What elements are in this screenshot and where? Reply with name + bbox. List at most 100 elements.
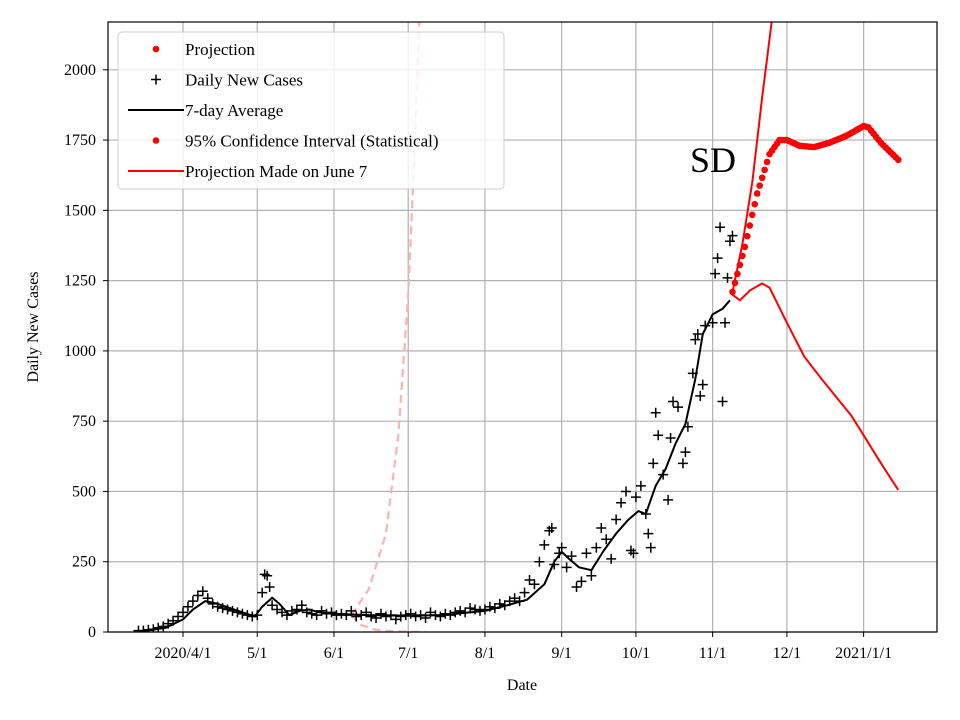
daily-case-marker [673,402,683,413]
daily-case-marker [635,480,646,491]
legend-label: Projection [185,40,255,59]
daily-case-marker [630,492,641,503]
daily-case-marker [722,272,733,283]
daily-case-marker [173,611,184,622]
y-tick-label: 500 [72,483,96,500]
x-tick-label: 10/1 [622,645,650,662]
daily-case-marker [596,522,607,533]
y-tick-label: 2000 [64,62,96,79]
projection-point [753,190,761,197]
daily-case-marker [539,539,550,550]
legend-plus-icon [151,74,161,85]
daily-case-marker [611,514,622,525]
daily-case-marker [182,601,193,612]
x-tick-label: 8/1 [475,645,495,662]
legend-label: Daily New Cases [185,71,303,90]
daily-case-marker [677,458,688,469]
daily-case-marker [724,236,735,247]
daily-case-marker [351,611,362,622]
daily-case-marker [680,447,691,458]
projection-point [731,279,739,287]
y-tick-label: 1500 [64,202,96,219]
daily-case-marker [645,542,656,553]
legend: Projection Daily New Cases 7-day Average 95… [117,31,505,190]
daily-case-marker [648,458,659,469]
daily-case-marker [643,528,654,539]
daily-case-marker [267,600,278,611]
daily-case-marker [591,542,602,553]
daily-case-marker [571,582,582,593]
daily-case-marker [663,494,674,505]
x-tick-label: 6/1 [324,645,344,662]
seven-day-average-line [138,299,731,632]
legend-dot-icon [152,137,160,144]
daily-case-marker [715,222,726,233]
legend-label: 7-day Average [185,101,283,120]
y-axis-label: Daily New Cases [25,271,42,382]
daily-case-marker [519,587,530,598]
x-tick-label: 5/1 [247,645,267,662]
daily-case-marker [178,607,188,618]
legend-dot-icon [152,45,160,53]
projection-point [741,243,749,251]
daily-case-marker [690,334,701,345]
daily-case-marker [566,551,577,562]
daily-case-marker [192,590,203,601]
x-tick-label: 2021/1/1 [835,645,892,662]
legend-box [117,31,505,190]
daily-case-marker [534,556,545,567]
y-axis-ticks: 0 250 500 750 1000 1250 1500 1750 2000 [64,62,108,641]
daily-case-marker [561,562,572,573]
daily-case-marker [653,430,664,441]
daily-case-marker [197,586,208,597]
projection-point [744,232,751,240]
daily-case-marker [222,604,233,615]
daily-case-marker [529,579,540,590]
daily-case-marker [697,379,708,390]
projection-point [758,174,766,182]
sd-annotation: SD [690,140,736,180]
x-tick-label: 7/1 [398,645,418,662]
x-tick-label: 2020/4/1 [155,645,212,662]
y-tick-label: 1750 [64,132,96,149]
daily-case-marker [331,610,342,621]
daily-case-marker [257,587,268,598]
daily-case-marker [668,396,679,407]
y-tick-label: 250 [72,554,96,571]
projection-point [761,166,768,174]
daily-case-marker [712,253,723,264]
daily-case-marker [720,317,731,328]
projection-point [763,158,771,166]
projection-point [748,211,756,219]
projection-point [751,200,759,208]
projection-point [894,156,902,164]
y-tick-label: 0 [88,624,96,641]
daily-case-marker [576,576,587,587]
daily-case-marker [262,570,273,581]
daily-case-marker [296,600,307,611]
projection-point [734,270,741,278]
daily-case-marker [665,433,676,444]
daily-case-marker [710,268,721,279]
daily-case-marker [546,522,557,533]
daily-case-marker [581,548,592,559]
daily-case-marker [692,329,703,340]
y-tick-label: 750 [72,413,96,430]
x-axis-ticks: 2020/4/1 5/1 6/1 7/1 8/1 9/1 10/1 11/1 12/1 2021/… [155,632,892,662]
daily-case-marker [621,486,632,497]
legend-label: 95% Confidence Interval (Statistical) [185,132,439,151]
daily-case-marker [586,570,597,581]
daily-case-marker [264,582,275,593]
y-tick-label: 1250 [64,273,96,290]
daily-case-marker [727,230,738,241]
daily-case-marker [650,407,661,418]
daily-case-marker [717,396,728,407]
daily-case-marker [601,534,612,545]
daily-case-marker [380,611,391,622]
legend-label: Projection Made on June 7 [185,162,368,181]
daily-case-marker [259,569,270,580]
daily-case-marker [524,574,535,585]
projection-point [746,222,754,229]
y-tick-label: 1000 [64,343,96,360]
